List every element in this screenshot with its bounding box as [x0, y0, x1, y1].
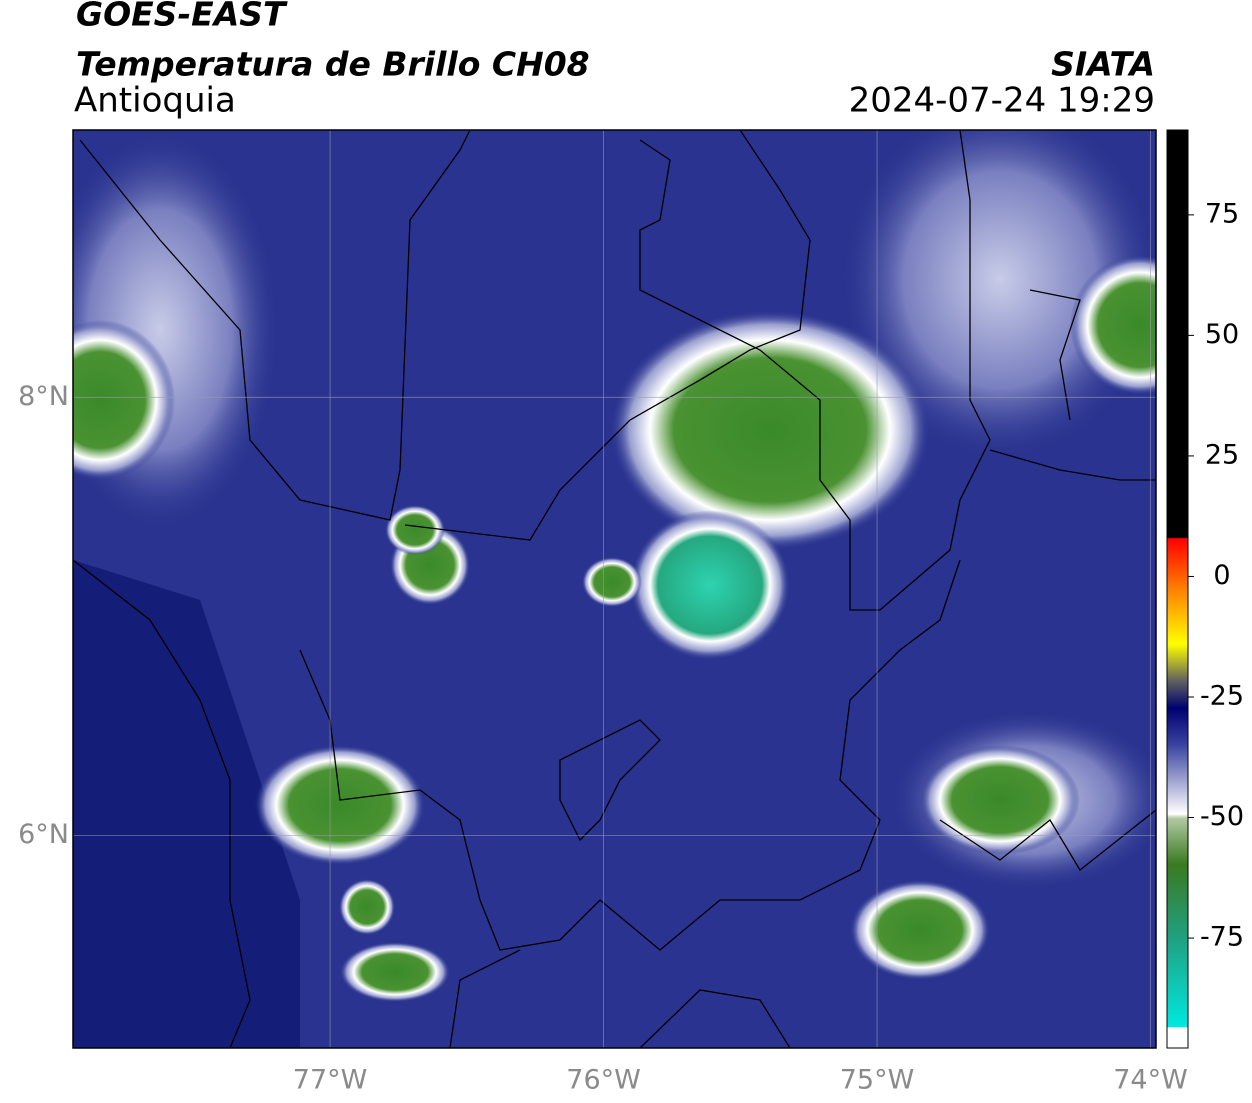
lon-label: 75°W — [840, 1065, 915, 1096]
colorbar-label: 25 — [1205, 439, 1239, 470]
datetime: 2024-07-24 19:29 — [849, 81, 1155, 121]
colorbar-label: -25 — [1200, 681, 1244, 712]
lon-label: 76°W — [566, 1065, 641, 1096]
colorbar-label: 0 — [1213, 560, 1230, 591]
source: SIATA — [1051, 45, 1155, 84]
lat-label: 6°N — [18, 819, 69, 850]
colorbar — [1166, 129, 1189, 1049]
colorbar-label: 75 — [1205, 198, 1239, 229]
region: Antioquia — [74, 81, 236, 121]
colorbar-label: -75 — [1200, 922, 1244, 953]
map-frame — [72, 129, 1157, 1049]
lon-label: 77°W — [293, 1065, 368, 1096]
colorbar-label: 50 — [1205, 319, 1239, 350]
lat-label: 8°N — [18, 381, 69, 412]
title: GOES-EAST — [76, 0, 288, 34]
subtitle: Temperatura de Brillo CH08 — [76, 45, 590, 84]
satellite-image — [73, 130, 1156, 1048]
colorbar-label: -50 — [1200, 801, 1244, 832]
lon-label: 74°W — [1113, 1065, 1188, 1096]
graticule — [73, 130, 1156, 1048]
